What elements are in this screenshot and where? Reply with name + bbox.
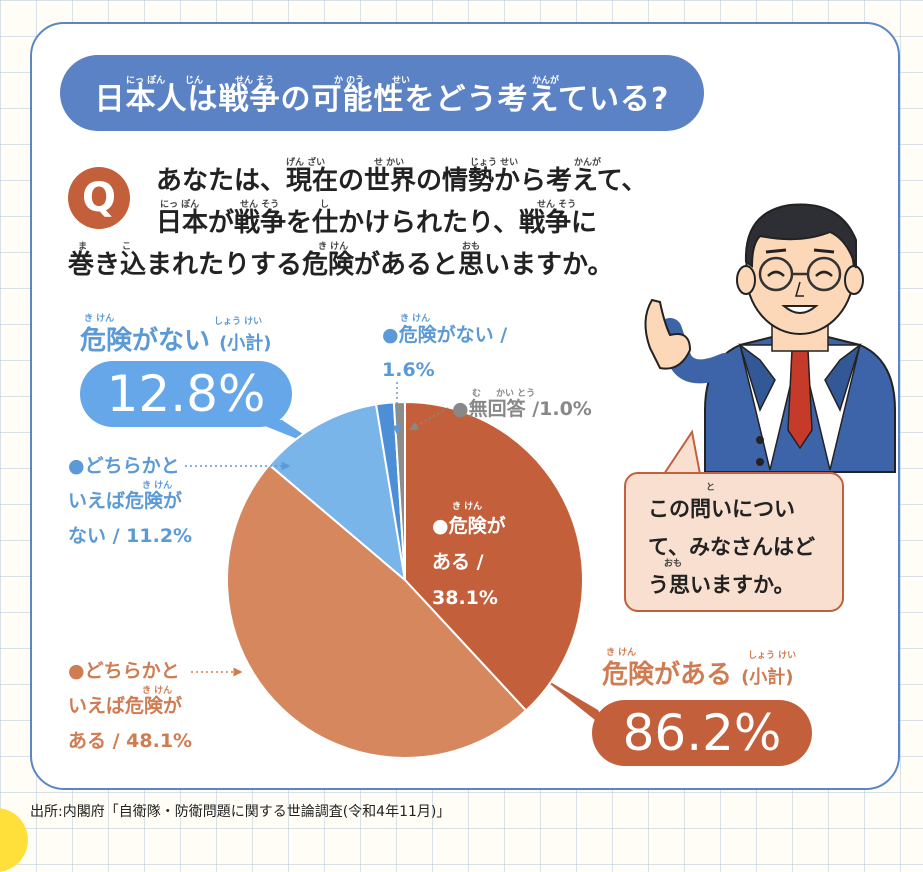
ruby-omo: おも <box>462 242 481 252</box>
ruby-sei: せい <box>392 76 411 86</box>
pie-slice-4 <box>392 400 406 581</box>
ruby-shoukei-blue: しょう けい <box>214 317 263 327</box>
pie-label-somewhat-danger: ●どちらかと いえば危険が ある / 48.1% <box>68 660 193 752</box>
ruby-shi: し <box>320 200 330 210</box>
source-note: 出所:内閣府「自衛隊・防衛問題に関する世論調査(令和4年11月)」 <box>30 804 451 820</box>
pie-slice-0 <box>404 400 584 712</box>
ruby-sensou-q2: せん そう <box>537 200 577 210</box>
ruby-kiken-somewhat-danger: き けん <box>142 686 173 696</box>
pie-chart <box>226 400 584 759</box>
page-title: 日本人は戦争の可能性をどう考えている? <box>60 55 704 131</box>
ruby-to: と <box>706 483 716 493</box>
ruby-mu: む <box>472 389 482 399</box>
teacher-illustration <box>644 203 896 473</box>
ruby-kanga: かんが <box>532 76 560 86</box>
pie-label-danger: ●危険が ある / 38.1% <box>432 515 506 609</box>
ruby-kiken-pie: き けん <box>452 502 483 512</box>
speech-bubble: この問いについ て、みなさんはど う思いますか。 <box>624 472 844 612</box>
ruby-kiken-orange: き けん <box>606 648 637 658</box>
question-line-2: 日本が戦争を仕かけられたり、戦争に <box>156 208 597 238</box>
ruby-shoukei-orange: しょう けい <box>748 651 797 661</box>
pie-slice-2 <box>267 403 407 583</box>
danger-subtotal-bubble: 86.2% <box>592 700 812 766</box>
title-text: 日本人は戦争の可能性をどう考えている? <box>94 82 670 117</box>
ruby-sekai: せ かい <box>374 158 405 168</box>
chart-graphics <box>185 203 896 759</box>
no-answer-leader <box>409 407 449 431</box>
pie-label-somewhat-no: ●どちらかと いえば危険が ない / 11.2% <box>68 455 193 547</box>
danger-bubble-tail <box>540 676 610 732</box>
ruby-nippon: にっ ぽん <box>126 76 166 86</box>
ruby-nippon-q: にっ ぽん <box>160 200 200 210</box>
ruby-kiken-somewhat-no: き けん <box>142 481 173 491</box>
pie-slice-1 <box>226 463 528 759</box>
question-line-3: 巻き込まれたりする危険があると思いますか。 <box>68 250 614 280</box>
ruby-jin: じん <box>185 76 204 86</box>
ruby-sensou-q: せん そう <box>240 200 280 210</box>
pie-label-no-answer: ●無回答 /1.0% <box>452 398 592 420</box>
question-badge: Q <box>68 167 130 229</box>
pie-label-no-danger: ●危険がない / 1.6% <box>382 324 508 381</box>
ruby-kanou: か のう <box>334 76 365 86</box>
ruby-kiken-no-danger: き けん <box>400 314 431 324</box>
danger-subtotal-label: 危険がある (小計) <box>602 660 794 690</box>
ruby-maki: ま <box>78 242 88 252</box>
ruby-jousei: じょう せい <box>470 158 519 168</box>
question-text: あなたは、現在の世界の情勢から考えて、 日本が戦争を仕かけられたり、戦争に 巻き… <box>68 160 708 286</box>
ruby-komi: こ <box>122 242 132 252</box>
speech-tail <box>662 429 702 475</box>
ruby-kanga-q: かんが <box>574 158 602 168</box>
ruby-genzai: げん ざい <box>286 158 326 168</box>
ruby-sensou: せん そう <box>235 76 275 86</box>
ruby-kaitou: かい とう <box>496 389 536 399</box>
ruby-kiken-q: き けん <box>318 242 349 252</box>
question-line-1: あなたは、現在の世界の情勢から考えて、 <box>156 166 648 196</box>
no-danger-subtotal-label: 危険がない (小計) <box>80 326 272 356</box>
ruby-omo-speech: おも <box>664 559 683 569</box>
ruby-kiken-blue: き けん <box>84 314 115 324</box>
no-danger-subtotal-bubble: 12.8% <box>80 361 292 427</box>
